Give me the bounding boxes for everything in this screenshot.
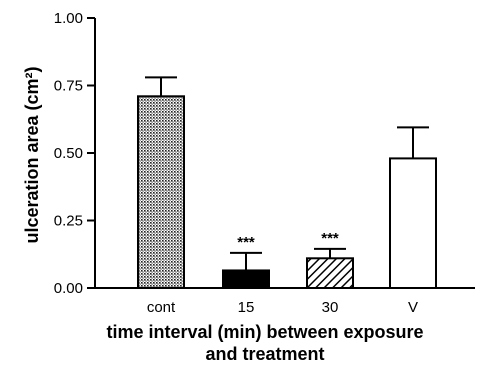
x-tick-label: 15 [238, 299, 255, 316]
x-tick-label: 30 [322, 299, 339, 316]
y-axis: 0.00 0.25 0.50 0.75 1.00 [54, 10, 96, 297]
bar-15 [222, 269, 270, 290]
significance-label: *** [237, 234, 255, 251]
y-tick-label: 0.50 [54, 145, 83, 162]
y-tick-label: 0.00 [54, 280, 83, 297]
x-tick-label: V [408, 299, 418, 316]
y-tick-label: 0.25 [54, 213, 83, 230]
y-axis-label: ulceration area (cm²) [22, 66, 42, 243]
x-axis-label-line1: time interval (min) between exposure [106, 322, 423, 342]
bar-cont [137, 95, 185, 289]
y-tick-label: 1.00 [54, 10, 83, 27]
x-tick-label: cont [147, 299, 176, 316]
significance-label: *** [321, 230, 339, 247]
bar-30 [306, 257, 354, 289]
bar-V [389, 157, 437, 289]
y-tick-label: 0.75 [54, 78, 83, 95]
x-axis-label-line2: and treatment [205, 344, 324, 364]
bars: *** *** [137, 76, 437, 290]
x-axis: cont 15 30 V [95, 287, 475, 316]
